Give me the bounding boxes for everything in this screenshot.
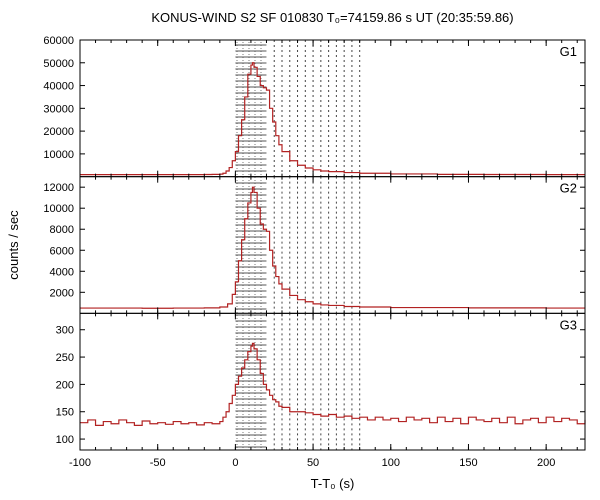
panel-label-G2: G2 [560,181,577,196]
panel-frame [80,177,585,314]
panel-label-G3: G3 [560,317,577,332]
hatched-region [235,313,266,450]
x-tick-label: -100 [69,457,91,469]
y-tick-label: 6000 [50,245,74,257]
y-tick-label: 20000 [43,126,74,138]
chart-title: KONUS-WIND S2 SF 010830 T₀=74159.86 s UT… [151,10,513,25]
x-tick-label: 100 [382,457,400,469]
y-tick-label: 2000 [50,287,74,299]
x-tick-label: 0 [232,457,238,469]
y-tick-label: 60000 [43,35,74,47]
lightcurve-G3 [80,343,585,425]
panel-frame [80,40,585,177]
y-tick-label: 200 [56,379,74,391]
y-tick-label: 12000 [43,182,74,194]
y-tick-label: 50000 [43,58,74,70]
y-tick-label: 250 [56,352,74,364]
x-tick-label: -50 [150,457,166,469]
y-tick-label: 10000 [43,149,74,161]
y-tick-label: 300 [56,325,74,337]
x-tick-label: 50 [307,457,319,469]
y-tick-label: 10000 [43,203,74,215]
x-axis-label: T-T₀ (s) [311,476,355,491]
lightcurve-G1 [80,63,585,175]
y-tick-label: 40000 [43,81,74,93]
y-tick-label: 30000 [43,103,74,115]
lightcurve-G2 [80,187,585,308]
y-tick-label: 4000 [50,266,74,278]
y-axis-label: counts / sec [6,210,21,280]
y-tick-label: 150 [56,407,74,419]
x-tick-label: 150 [459,457,477,469]
y-tick-label: 100 [56,434,74,446]
panel-frame [80,313,585,450]
y-tick-label: 8000 [50,224,74,236]
panel-label-G1: G1 [560,44,577,59]
hatched-region [235,40,266,177]
x-tick-label: 200 [537,457,555,469]
lightcurve-chart: KONUS-WIND S2 SF 010830 T₀=74159.86 s UT… [0,0,600,500]
